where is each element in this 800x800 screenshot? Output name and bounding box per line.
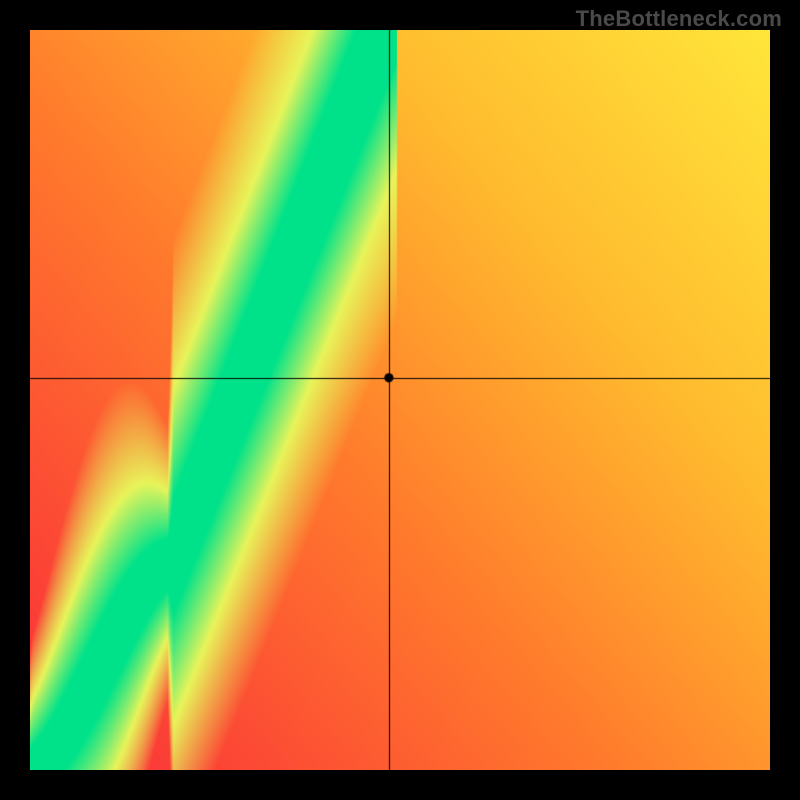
- heatmap-plot: [30, 30, 770, 770]
- heatmap-canvas: [30, 30, 770, 770]
- watermark-text: TheBottleneck.com: [576, 6, 782, 32]
